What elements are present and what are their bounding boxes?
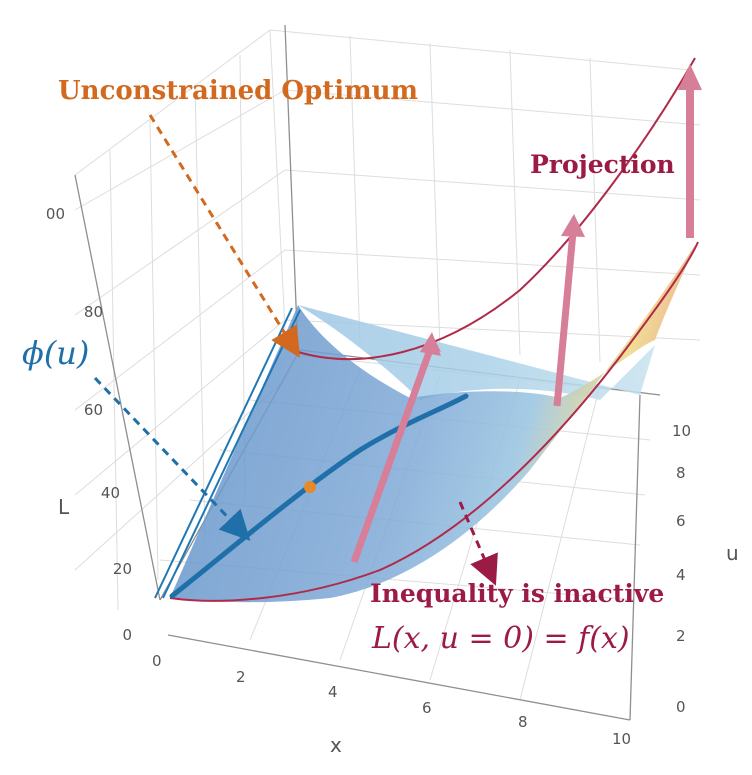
unconstrained-optimum-label: Unconstrained Optimum [58,76,418,106]
phi-edge-lines [154,307,301,599]
l-tick: 80 [84,303,103,321]
x-tick: 0 [152,652,162,670]
phi-label: ϕ(u) [22,334,89,372]
grid-lines [74,29,701,701]
u-tick: 6 [676,512,686,530]
projection-label: Projection [530,150,675,179]
unconstrained-optimum-point [304,481,316,493]
l-axis-title: L [58,495,70,519]
projection-arrows [350,64,702,564]
x-tick: 10 [612,730,631,748]
l-tick: 60 [84,401,103,419]
u-tick: 8 [676,464,686,482]
u-tick: 4 [676,566,686,584]
u-tick: 0 [676,698,686,716]
l-axis-ticks: 0 20 40 60 80 00 [46,205,132,644]
optimum-pointer-arrow [148,114,300,358]
x-tick: 2 [236,668,246,686]
inactive-boundary-curve [169,241,699,602]
phi-curve [169,393,469,599]
x-tick: 6 [422,699,432,717]
u-axis-ticks: 0 2 4 6 8 10 [672,422,691,716]
phi-pointer-arrow [93,376,251,541]
u-tick: 10 [672,422,691,440]
lagrangian-surface [170,245,695,603]
l-tick: 0 [122,626,132,644]
inequality-inactive-label: Inequality is inactive [370,579,664,608]
u-axis-title: u [726,541,739,565]
x-tick: 8 [518,713,528,731]
inactive-pointer-arrow [458,501,498,586]
projection-curve [297,57,696,361]
l-tick: 20 [113,560,132,578]
x-axis-title: x [330,733,342,757]
x-axis-ticks: 0 2 4 6 8 10 [152,652,631,748]
axis-frame [74,24,661,721]
boundary-formula: L(x, u = 0) = f(x) [371,621,630,656]
x-tick: 4 [328,683,338,701]
u-tick: 2 [676,627,686,645]
l-tick: 40 [101,484,120,502]
l-tick: 00 [46,205,65,223]
